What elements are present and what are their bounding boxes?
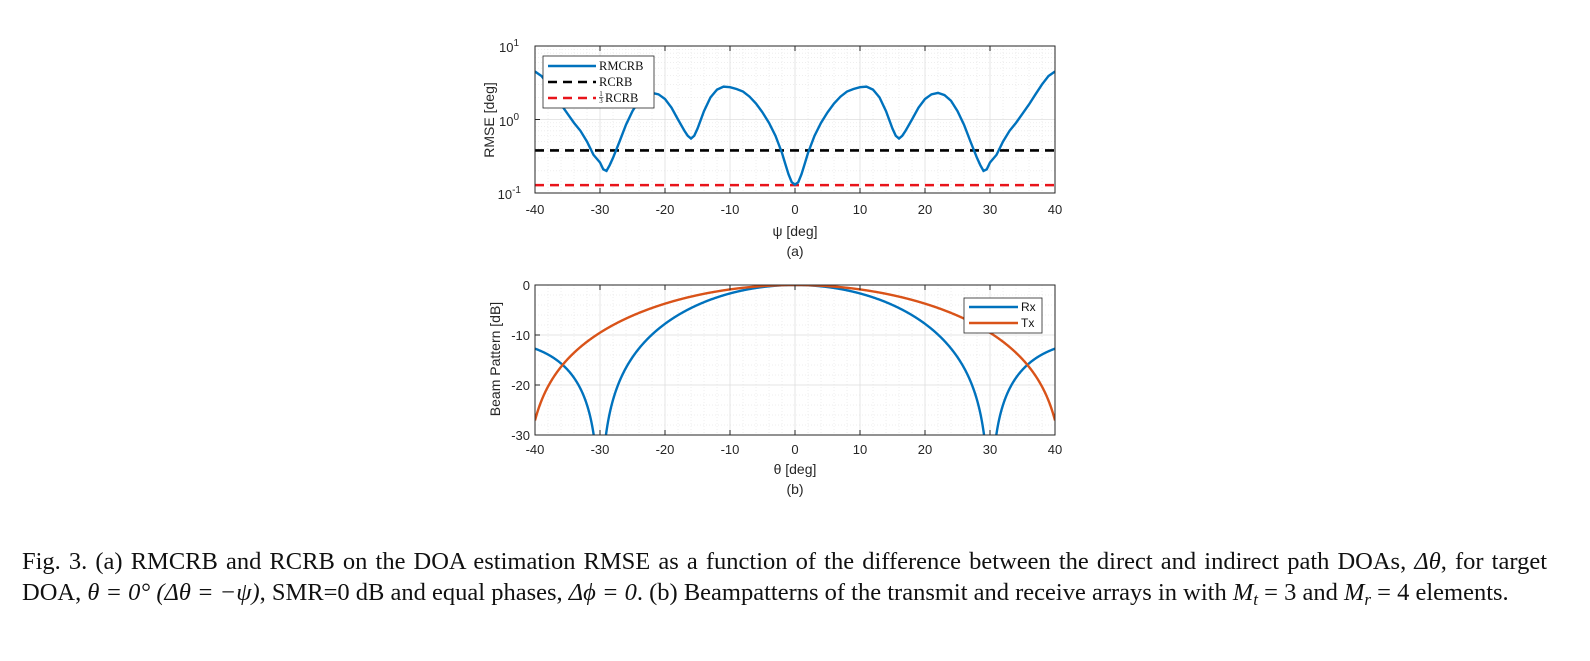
chart-b-xtick-label: 10 <box>853 442 867 457</box>
chart-a-xtick-label: -10 <box>721 202 740 217</box>
chart-a-xtick-label: -30 <box>591 202 610 217</box>
caption-text: . (b) Beampatterns of the transmit and r… <box>636 579 1178 606</box>
chart-a-legend-frac-num: 1 <box>599 90 603 98</box>
caption-elements: elements. <box>1415 579 1509 606</box>
chart-b-xtick-label: 20 <box>918 442 932 457</box>
chart-b-xlabel: θ [deg] <box>774 461 817 477</box>
caption-delta-theta: Δθ <box>1414 548 1441 575</box>
chart-a-xtick-label: 40 <box>1048 202 1062 217</box>
chart-a: 101 100 10-1 -40 -30 -20 -10 0 10 20 30 40 RMSE … <box>481 38 1062 259</box>
figure-caption: Fig. 3. (a) RMCRB and RCRB on the DOA es… <box>22 546 1547 615</box>
chart-b-legend-label-rx: Rx <box>1021 300 1036 314</box>
chart-a-xtick-label: 10 <box>853 202 867 217</box>
chart-a-ytick-labels: 101 100 10-1 <box>498 38 522 202</box>
chart-b-series-rx <box>535 285 1055 435</box>
caption-m: M <box>1232 579 1254 606</box>
chart-b-xtick-labels: -40 -30 -20 -10 0 10 20 30 40 <box>526 442 1063 457</box>
chart-a-legend-box <box>542 55 655 109</box>
chart-a-legend-label-rcrb: RCRB <box>599 75 632 89</box>
chart-b-ytick-m10: -10 <box>511 328 530 343</box>
chart-a-xtick-label: -40 <box>526 202 545 217</box>
chart-a-ticks <box>534 45 1056 194</box>
chart-a-xtick-label: 30 <box>983 202 997 217</box>
caption-delta-phi: Δϕ = 0 <box>568 579 637 606</box>
chart-a-legend-label-rmcrb: RMCRB <box>599 59 643 73</box>
chart-a-ytick-10-1: 101 <box>499 38 519 55</box>
chart-b-xtick-label: -30 <box>591 442 610 457</box>
chart-b-legend-label-tx: Tx <box>1021 316 1034 330</box>
chart-b-panel-label: (b) <box>786 481 803 497</box>
caption-sub-r: r <box>1364 590 1371 609</box>
chart-a-legend: RMCRB RCRB 1 3 RCRB <box>542 55 655 109</box>
caption-text: , SMR=0 dB and equal phases, <box>259 579 563 606</box>
chart-b-legend-box <box>963 297 1043 334</box>
chart-b-xtick-label: -20 <box>656 442 675 457</box>
caption-sub-t: t <box>1253 590 1258 609</box>
caption-text: with <box>1183 579 1227 606</box>
caption-text: , for target DOA, <box>22 548 1548 606</box>
caption-and: and <box>1302 579 1338 606</box>
chart-a-xtick-label: 0 <box>791 202 798 217</box>
chart-a-series-rmcrb <box>535 70 1055 187</box>
chart-b-xtick-label: -10 <box>721 442 740 457</box>
chart-b-ytick-0: 0 <box>523 278 530 293</box>
chart-b-xtick-label: 40 <box>1048 442 1062 457</box>
chart-b-legend: Rx Tx <box>963 297 1043 334</box>
chart-b: 0 -10 -20 -30 -40 -30 -20 -10 0 10 20 30 40 Beam… <box>487 278 1062 497</box>
chart-a-panel-label: (a) <box>786 243 803 259</box>
chart-a-xlabel: ψ [deg] <box>772 223 817 239</box>
chart-a-xtick-label: 20 <box>918 202 932 217</box>
chart-a-legend-label-third-rcrb: RCRB <box>605 91 638 105</box>
chart-b-ticks <box>534 284 1056 436</box>
chart-b-ytick-m30: -30 <box>511 428 530 443</box>
chart-a-ytick-10-0: 100 <box>499 112 519 129</box>
chart-b-ylabel: Beam Pattern [dB] <box>487 302 503 416</box>
caption-eq3: = 3 <box>1264 579 1297 606</box>
figure: 101 100 10-1 -40 -30 -20 -10 0 10 20 30 40 RMSE … <box>481 38 1062 497</box>
chart-a-xtick-labels: -40 -30 -20 -10 0 10 20 30 40 <box>526 202 1063 217</box>
caption-theta-eq: θ = 0° (Δθ = −ψ) <box>87 579 260 606</box>
chart-b-ytick-labels: 0 -10 -20 -30 <box>511 278 530 443</box>
caption-line-1: Fig. 3. (a) RMCRB and RCRB on the DOA es… <box>22 548 1407 575</box>
chart-b-xtick-label: 0 <box>791 442 798 457</box>
chart-a-xtick-label: -20 <box>656 202 675 217</box>
chart-a-legend-frac-den: 3 <box>599 97 603 105</box>
chart-b-xtick-label: 30 <box>983 442 997 457</box>
caption-eq4: = 4 <box>1377 579 1410 606</box>
chart-b-ytick-m20: -20 <box>511 378 530 393</box>
chart-b-xtick-label: -40 <box>526 442 545 457</box>
chart-a-ytick-10-m1: 10-1 <box>498 185 522 202</box>
caption-m: M <box>1343 579 1365 606</box>
chart-a-ylabel: RMSE [deg] <box>481 82 497 157</box>
